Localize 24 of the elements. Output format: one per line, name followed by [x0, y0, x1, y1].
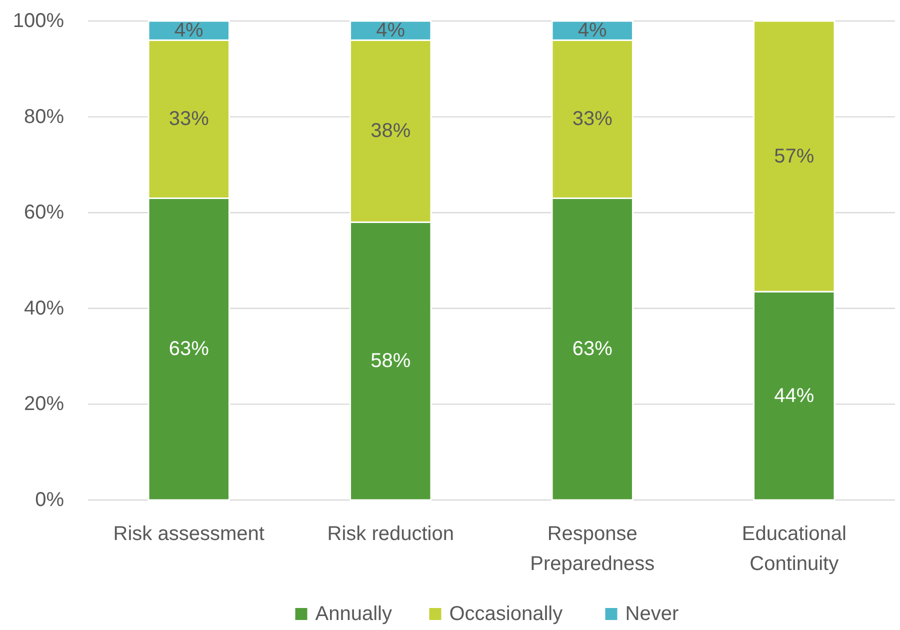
data-label: 63% — [572, 338, 613, 360]
y-tick-label: 20% — [24, 393, 64, 416]
x-tick-label: Risk assessment — [113, 523, 265, 545]
legend-label: Never — [625, 603, 679, 625]
y-tick-label: 0% — [35, 489, 64, 511]
data-label: 4% — [578, 20, 608, 42]
data-label: 44% — [774, 384, 814, 407]
data-label: 33% — [572, 108, 613, 130]
y-tick-label: 80% — [24, 106, 64, 128]
y-tick-label: 60% — [24, 202, 64, 224]
data-label: 4% — [174, 20, 204, 42]
data-label: 38% — [370, 120, 411, 142]
y-tick-label: 40% — [24, 297, 64, 320]
x-tick-label: Risk reduction — [327, 523, 454, 545]
data-label: 57% — [774, 145, 814, 168]
data-label: 4% — [376, 20, 406, 42]
y-tick-label: 100% — [12, 10, 64, 32]
legend-label: Annually — [315, 603, 392, 625]
data-label: 33% — [168, 108, 210, 130]
legend-label: Occasionally — [449, 603, 563, 625]
data-label: 58% — [370, 350, 411, 372]
data-label: 63% — [168, 338, 210, 360]
x-tick-label: Response Preparedness — [530, 523, 655, 575]
x-tick-label: Educational Continuity — [742, 523, 846, 575]
